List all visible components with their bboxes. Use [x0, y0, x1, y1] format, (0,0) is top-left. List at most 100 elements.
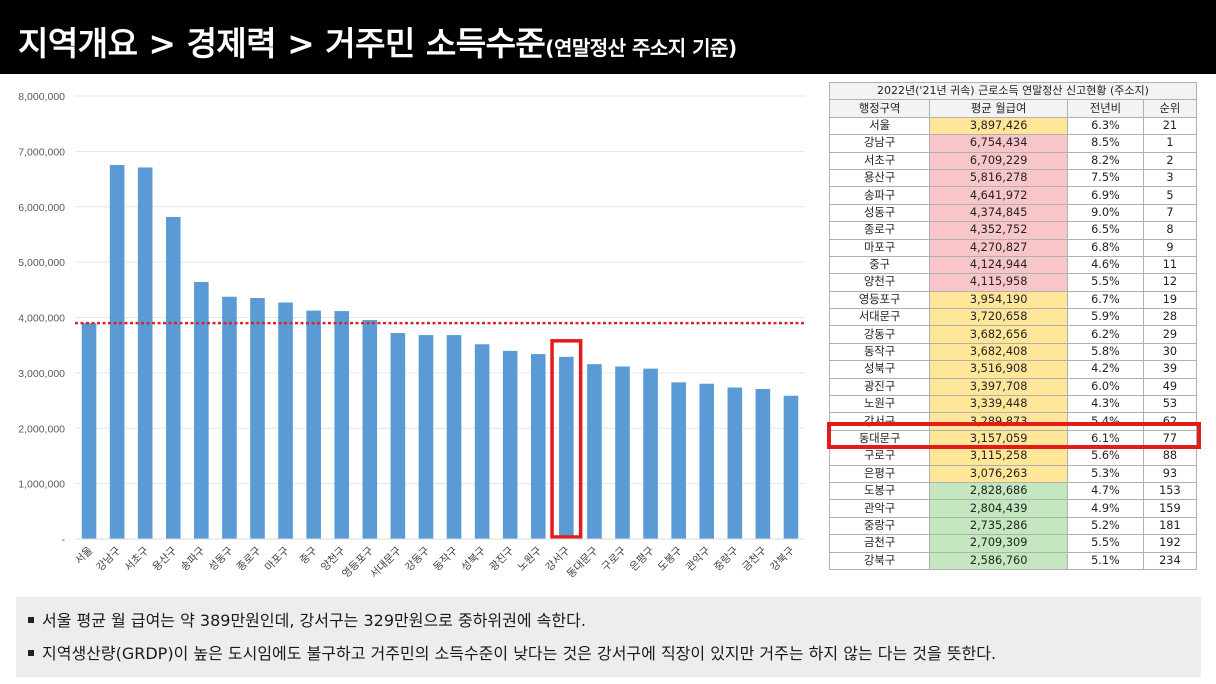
table-row: 도봉구 2,828,686 4.7% 153: [828, 481, 1198, 501]
bar-양천구: [334, 311, 350, 539]
table-cell-salary: 3,954,190: [929, 290, 1069, 310]
y-tick-label: 8,000,000: [18, 91, 65, 103]
table-cell-rank: 39: [1142, 360, 1198, 379]
bar-영등포구: [362, 320, 378, 539]
page-title: 지역개요 > 경제력 > 거주민 소득수준(연말정산 주소지 기준): [18, 17, 737, 65]
table-cell-yoy: 9.0%: [1067, 203, 1144, 223]
bar-성동구: [222, 296, 237, 539]
bar-성북구: [474, 344, 490, 539]
table-cell-salary: 3,897,426: [929, 116, 1069, 136]
note-1-text: 서울 평균 월 급여는 약 389만원인데, 강서구는 329만원으로 중하위권…: [42, 611, 586, 630]
table-cell-yoy: 5.3%: [1067, 464, 1144, 483]
table-cell-salary: 4,124,944: [929, 255, 1069, 275]
table-row: 성북구 3,516,908 4.2% 39: [828, 360, 1198, 379]
table-cell-salary: 2,586,760: [929, 551, 1069, 570]
table-cell-salary: 4,374,845: [929, 203, 1069, 223]
table-cell-yoy: 6.7%: [1067, 290, 1144, 310]
x-tick-label: 강동구: [403, 544, 432, 573]
table-cell-yoy: 5.8%: [1067, 342, 1144, 362]
table-row: 중구 4,124,944 4.6% 11: [828, 255, 1198, 275]
table-row: 종로구 4,352,752 6.5% 8: [828, 221, 1198, 240]
y-tick-label: 7,000,000: [18, 146, 65, 158]
table-cell-district: 성동구: [828, 203, 931, 223]
x-tick-label: 마포구: [263, 544, 292, 573]
table-cell-salary: 5,816,278: [929, 168, 1069, 188]
table-cell-rank: 181: [1142, 516, 1198, 536]
table-cell-district: 강동구: [828, 325, 931, 344]
table-cell-district: 구로구: [828, 447, 931, 466]
table-cell-district: 용산구: [828, 168, 931, 188]
table-cell-district: 도봉구: [828, 481, 931, 501]
table-cell-salary: 3,682,656: [929, 325, 1069, 344]
table-cell-yoy: 6.3%: [1067, 116, 1144, 136]
table-cell-salary: 3,397,708: [929, 377, 1069, 397]
bar-강서구: [559, 356, 574, 539]
bar-구로구: [615, 366, 630, 539]
table-cell-yoy: 4.9%: [1067, 499, 1144, 518]
note-2-text: 지역생산량(GRDP)이 높은 도시임에도 불구하고 거주민의 소득수준이 낮다…: [42, 644, 997, 663]
x-tick-label: 동대문구: [565, 544, 601, 580]
table-cell-rank: 11: [1142, 255, 1198, 275]
bar-송파구: [194, 281, 209, 539]
table-row: 금천구 2,709,309 5.5% 192: [828, 534, 1198, 553]
income-table-wrap: 2022년('21년 귀속) 근로소득 연말정산 신고현황 (주소지) 행정구역…: [828, 81, 1198, 570]
table-cell-yoy: 8.5%: [1067, 134, 1144, 153]
table-row: 노원구 3,339,448 4.3% 53: [828, 395, 1198, 414]
table-cell-yoy: 5.4%: [1067, 412, 1144, 431]
table-cell-rank: 8: [1142, 221, 1198, 240]
table-row: 관악구 2,804,439 4.9% 159: [828, 499, 1198, 518]
table-cell-district: 강서구: [828, 412, 931, 431]
table-cell-rank: 30: [1142, 342, 1198, 362]
table-row: 동작구 3,682,408 5.8% 30: [828, 342, 1198, 362]
table-cell-district: 중랑구: [828, 516, 931, 536]
table-cell-rank: 2: [1142, 151, 1198, 170]
table-cell-district: 양천구: [828, 273, 931, 292]
table-cell-salary: 3,339,448: [929, 395, 1069, 414]
table-cell-rank: 19: [1142, 290, 1198, 310]
table-cell-yoy: 6.1%: [1067, 429, 1144, 449]
table-cell-salary: 3,157,059: [929, 429, 1069, 449]
bar-중랑구: [727, 387, 743, 539]
table-cell-yoy: 6.2%: [1067, 325, 1144, 344]
table-caption: 2022년('21년 귀속) 근로소득 연말정산 신고현황 (주소지): [829, 81, 1197, 101]
bar-광진구: [502, 350, 518, 539]
table-cell-yoy: 4.3%: [1067, 395, 1144, 414]
table-row: 강남구 6,754,434 8.5% 1: [828, 134, 1198, 153]
table-row: 구로구 3,115,258 5.6% 88: [828, 447, 1198, 466]
table-cell-yoy: 6.8%: [1067, 238, 1144, 257]
table-cell-salary: 2,828,686: [929, 481, 1069, 501]
table-row: 용산구 5,816,278 7.5% 3: [828, 168, 1198, 188]
page-title-main: 지역개요 > 경제력 > 거주민 소득수준: [18, 24, 546, 63]
table-cell-district: 서울: [828, 116, 931, 136]
x-tick-label: 종로구: [235, 544, 264, 573]
x-tick-label: 은평구: [628, 544, 657, 573]
bar-중구: [306, 310, 321, 539]
table-row: 마포구 4,270,827 6.8% 9: [828, 238, 1198, 257]
table-cell-salary: 2,804,439: [929, 499, 1069, 518]
table-body: 서울 3,897,426 6.3% 21 강남구 6,754,434 8.5% 1 서초구 6,7…: [828, 116, 1198, 570]
table-row: 중랑구 2,735,286 5.2% 181: [828, 516, 1198, 536]
x-tick-label: 중구: [298, 544, 320, 566]
table-row: 서초구 6,709,229 8.2% 2: [828, 151, 1198, 170]
table-cell-rank: 159: [1142, 499, 1198, 518]
table-row: 서대문구 3,720,658 5.9% 28: [828, 308, 1198, 327]
income-table: 2022년('21년 귀속) 근로소득 연말정산 신고현황 (주소지) 행정구역…: [828, 81, 1198, 570]
table-cell-district: 강남구: [828, 134, 931, 153]
table-cell-rank: 153: [1142, 481, 1198, 501]
table-cell-district: 서초구: [828, 151, 931, 170]
table-cell-salary: 6,709,229: [929, 151, 1069, 170]
page-title-sub: (연말정산 주소지 기준): [545, 36, 737, 60]
table-cell-salary: 2,709,309: [929, 534, 1069, 553]
x-tick-label: 송파구: [178, 544, 207, 573]
table-cell-yoy: 6.0%: [1067, 377, 1144, 397]
table-cell-district: 은평구: [828, 464, 931, 483]
table-cell-district: 동대문구: [828, 429, 931, 449]
table-cell-yoy: 5.5%: [1067, 273, 1144, 292]
bar-마포구: [278, 302, 293, 539]
table-cell-rank: 7: [1142, 203, 1198, 223]
table-row: 서울 3,897,426 6.3% 21: [828, 116, 1198, 136]
table-cell-district: 서대문구: [828, 308, 931, 327]
table-cell-district: 금천구: [828, 534, 931, 553]
table-cell-yoy: 5.6%: [1067, 447, 1144, 466]
table-cell-district: 노원구: [828, 395, 931, 414]
